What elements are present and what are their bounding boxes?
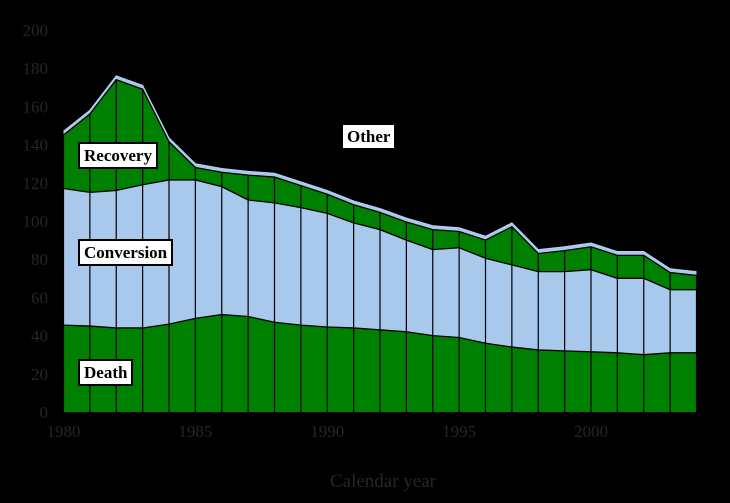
y-tick-label: 20 [31,365,48,384]
y-tick-label: 140 [23,136,49,155]
y-tick-label: 40 [31,327,48,346]
series-label-recovery: Recovery [78,142,158,170]
boundary-death-top [63,313,697,356]
x-tick-label: 1980 [47,422,81,441]
x-tick-label: 1995 [442,422,476,441]
y-tick-label: 100 [23,212,49,231]
x-axis-title: Calendar year [330,471,437,492]
y-tick-label: 200 [23,21,49,40]
y-tick-label: 60 [31,288,48,307]
series-label-other: Other [341,123,397,151]
y-tick-label: 160 [23,97,49,116]
series-label-death: Death [78,359,134,387]
total-top-edge [63,75,697,273]
x-tick-label: 1985 [178,422,212,441]
boundary-conversion-top [63,179,697,291]
x-tick-label: 2000 [574,422,608,441]
boundary-recovery-top [63,78,697,277]
y-tick-label: 80 [31,250,48,269]
y-tick-label: 180 [23,59,49,78]
y-tick-label: 0 [40,403,49,422]
x-tick-label: 1990 [310,422,344,441]
y-tick-label: 120 [23,174,49,193]
series-label-conversion: Conversion [78,239,174,267]
